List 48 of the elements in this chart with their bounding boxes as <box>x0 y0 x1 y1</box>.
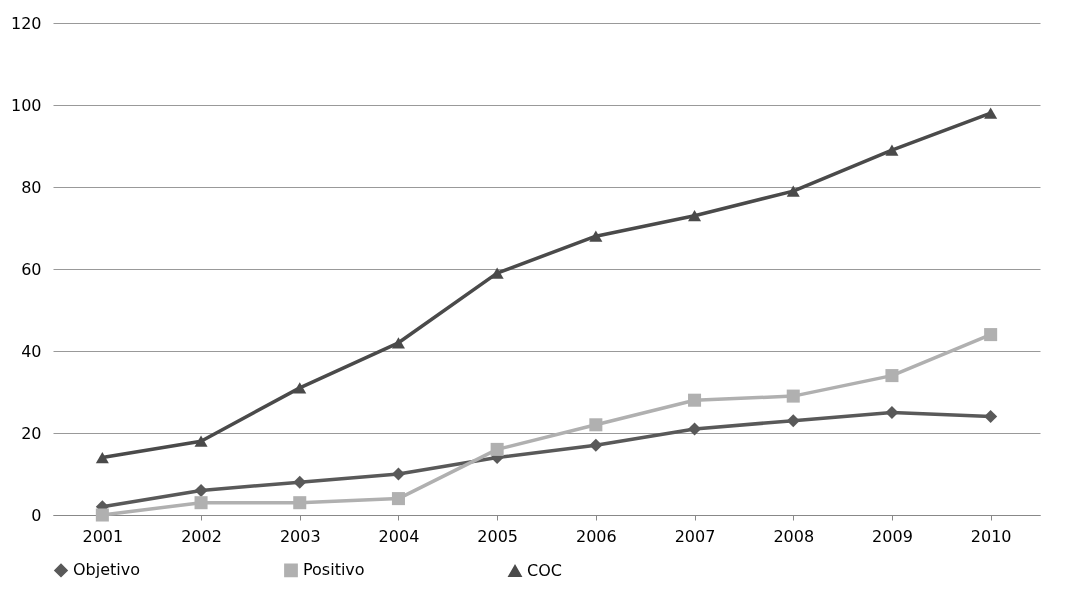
x-tick-label: 2005 <box>477 526 519 546</box>
point <box>194 483 208 497</box>
point <box>293 382 307 394</box>
point <box>885 144 899 156</box>
y-tick-label: 60 <box>21 259 42 279</box>
legend-label: Positivo <box>303 560 365 580</box>
point <box>786 389 800 403</box>
point <box>194 496 208 510</box>
x-tick-label: 2010 <box>970 526 1012 546</box>
x-tick-label: 2008 <box>773 526 815 546</box>
point <box>589 230 603 242</box>
point <box>293 496 307 510</box>
point <box>688 393 702 407</box>
point <box>786 414 800 428</box>
point <box>984 107 998 119</box>
x-tick-label: 2006 <box>575 526 617 546</box>
x-tick-label: 2004 <box>378 526 420 546</box>
x-tick-label: 2007 <box>674 526 716 546</box>
point <box>984 328 998 342</box>
legend-label: COC <box>527 560 562 580</box>
point <box>95 451 109 464</box>
y-tick-label: 40 <box>21 341 42 361</box>
point <box>786 185 800 197</box>
y-tick-label: 100 <box>10 95 42 115</box>
y-tick-label: 80 <box>21 177 42 197</box>
point <box>688 422 702 436</box>
point <box>95 508 109 522</box>
x-tick-label: 2009 <box>872 526 913 546</box>
point <box>490 267 504 279</box>
point <box>885 369 899 383</box>
x-tick-label: 2003 <box>279 526 321 546</box>
y-tick-label: 0 <box>31 505 42 525</box>
x-tick-label: 2002 <box>181 526 222 546</box>
point <box>589 438 603 452</box>
point <box>688 210 702 222</box>
y-tick-label: 120 <box>10 13 42 33</box>
legend-label: Objetivo <box>73 560 141 580</box>
point <box>391 467 405 481</box>
x-tick-label: 2001 <box>82 526 124 546</box>
point <box>885 405 899 420</box>
point <box>490 442 504 456</box>
point <box>293 475 307 489</box>
point <box>589 418 603 432</box>
point <box>194 435 208 447</box>
point <box>984 410 998 424</box>
y-tick-label: 20 <box>21 423 42 443</box>
point <box>391 492 405 506</box>
point <box>391 337 405 349</box>
